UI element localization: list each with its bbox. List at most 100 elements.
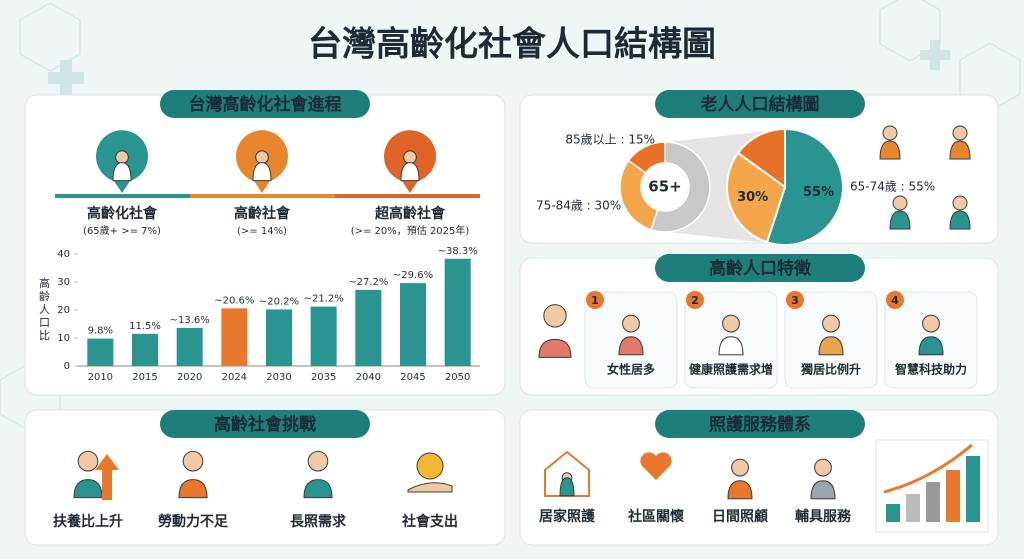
- value-label: 11.5%: [129, 321, 161, 332]
- service-icon-body: [810, 480, 836, 500]
- bar: [310, 306, 337, 366]
- bar: [221, 308, 248, 366]
- feature-icon-body: [618, 336, 644, 356]
- donut-slice: [650, 141, 711, 233]
- pie-category-label: 85歲以上 : 15%: [565, 133, 655, 147]
- donut-hole: [642, 164, 688, 210]
- pie-value-label: 55%: [803, 185, 834, 200]
- grandma-icon-body: [538, 338, 572, 358]
- section-pill: [160, 410, 370, 438]
- y-axis-label: 高齡人口比: [38, 276, 51, 342]
- pie-slice: [726, 151, 787, 244]
- value-label: ~38.3%: [438, 246, 478, 257]
- challenge-icon-body: [178, 479, 208, 499]
- pie-slice: [765, 127, 844, 246]
- feature-label: 女性居多: [607, 362, 655, 377]
- main-title: 台灣高齡化社會人口結構圖: [308, 25, 716, 65]
- feature-label: 健康照護需求增: [689, 362, 773, 377]
- challenge-label: 勞動力不足: [158, 513, 229, 530]
- feature-icon-head: [622, 314, 640, 333]
- stage-name: 高齡化社會: [87, 205, 158, 222]
- section-title: 台灣高齡化社會進程: [189, 94, 342, 115]
- feature-number: 1: [591, 294, 599, 307]
- bar: [176, 327, 203, 366]
- feature-icon-head: [722, 314, 740, 333]
- stage-name: 高齡社會: [234, 205, 291, 222]
- pie-category-label: 75-84歲 : 30%: [536, 199, 621, 213]
- section-pill: [160, 90, 370, 118]
- x-tick-label: 2024: [222, 372, 247, 383]
- feature-badge: [686, 291, 704, 309]
- feature-icon-body: [718, 336, 744, 356]
- trend-bar-icon: [966, 456, 980, 522]
- service-icon-head: [814, 458, 832, 477]
- stage-icon-body: [252, 162, 272, 182]
- stage-icon-head: [255, 150, 269, 164]
- y-tick-label: 40: [57, 249, 70, 260]
- elder-icon-body: [889, 210, 911, 230]
- feature-icon-body: [818, 336, 844, 356]
- service-label: 輔具服務: [795, 508, 852, 525]
- value-label: ~29.6%: [393, 270, 433, 281]
- y-tick-label: 10: [57, 333, 70, 344]
- value-label: ~27.2%: [348, 277, 388, 288]
- bar: [355, 289, 382, 366]
- stage-icon-head: [115, 150, 129, 164]
- challenge-icon-head: [77, 450, 99, 472]
- x-tick-label: 2040: [356, 372, 381, 383]
- coin-icon: [416, 452, 444, 480]
- section-pill: [655, 254, 865, 282]
- section-title: 老人人口結構圖: [700, 94, 820, 115]
- value-label: ~21.2%: [304, 294, 344, 305]
- service-label: 日間照顧: [712, 508, 768, 525]
- value-label: ~20.6%: [214, 295, 254, 306]
- x-tick-label: 2010: [88, 372, 113, 383]
- stage-name: 超高齡社會: [374, 205, 446, 222]
- donut-slice: [627, 141, 666, 174]
- service-label: 居家照護: [539, 508, 596, 525]
- elder-icon-body: [949, 140, 971, 160]
- stage-icon-head: [403, 150, 417, 164]
- feature-number: 4: [891, 294, 899, 307]
- x-tick-label: 2045: [400, 372, 425, 383]
- section-title: 高齡人口特徵: [709, 258, 812, 279]
- elder-icon-head: [892, 195, 908, 211]
- feature-badge: [786, 291, 804, 309]
- challenge-icon-body: [303, 479, 333, 499]
- bar: [400, 283, 426, 366]
- trend-bar-icon: [886, 504, 900, 522]
- service-icon-head: [731, 458, 749, 477]
- feature-number: 2: [691, 294, 699, 307]
- section-title: 照護服務體系: [709, 414, 811, 435]
- elder-icon-head: [882, 125, 898, 141]
- feature-icon-body: [918, 336, 944, 356]
- y-tick-label: 20: [57, 305, 70, 316]
- stage-note: (>= 14%): [237, 226, 287, 237]
- section-title: 高齡社會挑戰: [214, 414, 316, 435]
- value-label: 9.8%: [88, 326, 113, 337]
- challenge-icon-head: [182, 450, 204, 472]
- heart-icon: [640, 452, 672, 480]
- service-icon-body: [727, 480, 753, 500]
- x-tick-label: 2030: [266, 372, 291, 383]
- x-tick-label: 2035: [311, 372, 336, 383]
- bar: [266, 309, 292, 366]
- x-tick-label: 2015: [132, 372, 157, 383]
- feature-label: 智慧科技助力: [894, 362, 967, 377]
- service-label: 社區關懷: [627, 508, 684, 525]
- trend-arrow-icon: [883, 443, 973, 494]
- section-pill: [655, 90, 865, 118]
- challenge-label: 社會支出: [401, 513, 458, 530]
- value-label: ~13.6%: [170, 315, 210, 326]
- y-tick-label: 0: [64, 361, 70, 372]
- grandma-icon-head: [543, 304, 567, 328]
- hand-icon: [407, 482, 453, 493]
- value-label: ~20.2%: [259, 296, 299, 307]
- y-tick-label: 30: [57, 277, 70, 288]
- section-pill: [655, 410, 865, 438]
- elder-icon-body: [949, 210, 971, 230]
- stage-icon-body: [112, 162, 132, 182]
- trend-bar-icon: [946, 470, 960, 522]
- stage-note: (65歲+ >= 7%): [83, 224, 161, 237]
